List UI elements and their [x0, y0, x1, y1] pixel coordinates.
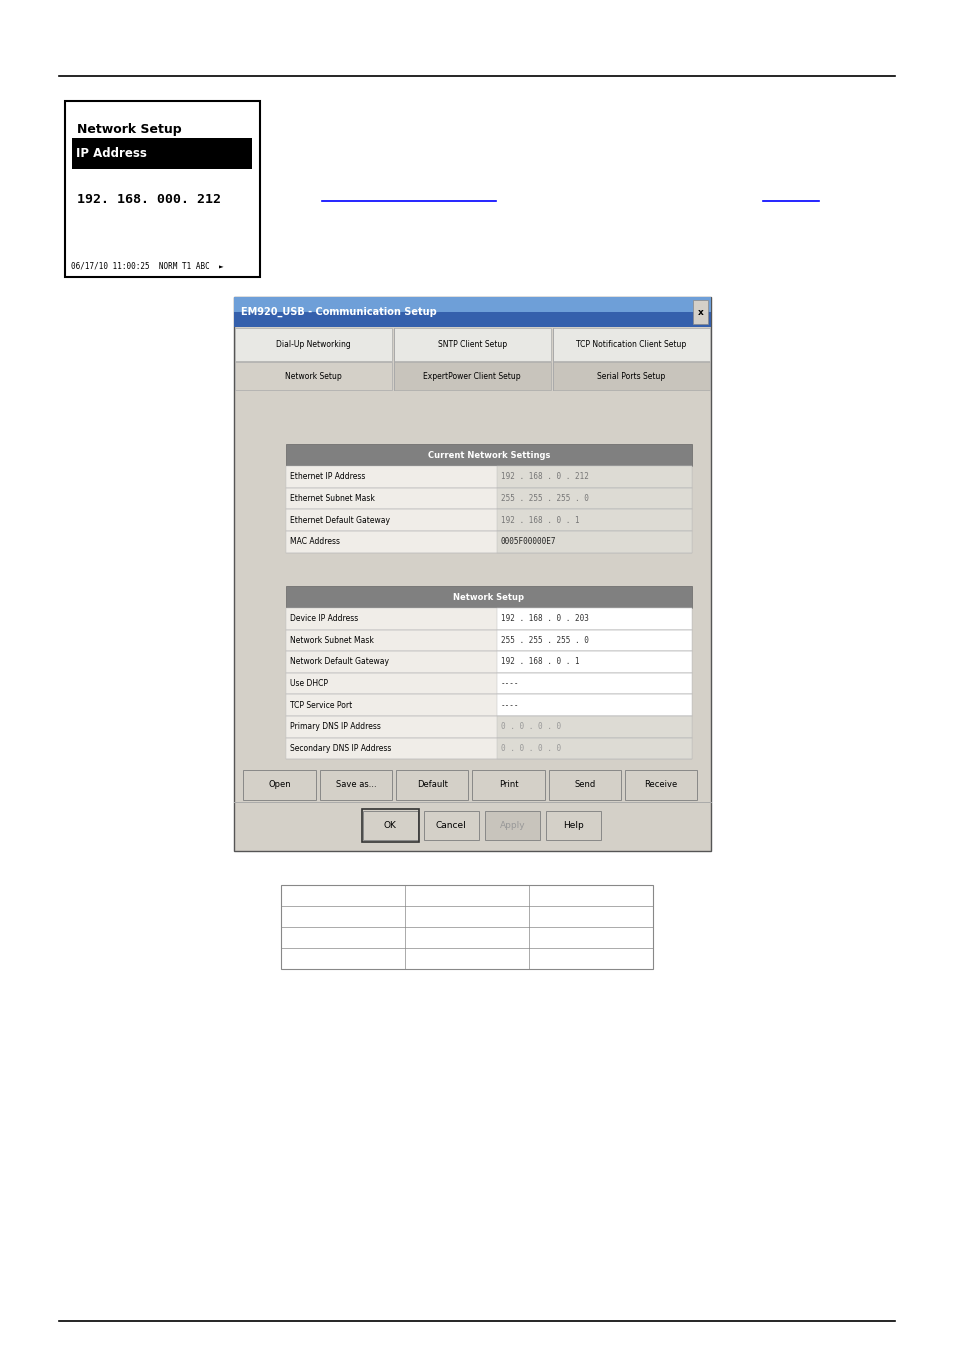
Bar: [552, 328, 709, 361]
Bar: [472, 770, 544, 800]
Text: EM920_USB - Communication Setup: EM920_USB - Communication Setup: [241, 307, 436, 317]
Bar: [394, 362, 550, 390]
Bar: [233, 297, 710, 851]
Text: Open: Open: [268, 781, 291, 789]
Text: Default: Default: [416, 781, 447, 789]
Text: 192 . 168 . 0 . 203: 192 . 168 . 0 . 203: [500, 615, 588, 623]
Bar: [548, 770, 620, 800]
Text: 255 . 255 . 255 . 0: 255 . 255 . 255 . 0: [500, 636, 588, 644]
Bar: [394, 328, 550, 361]
Bar: [497, 488, 691, 509]
Bar: [497, 716, 691, 738]
Text: 192. 168. 000. 212: 192. 168. 000. 212: [77, 193, 221, 207]
Text: Dial-Up Networking: Dial-Up Networking: [275, 340, 351, 349]
Text: IP Address: IP Address: [76, 147, 147, 159]
Bar: [286, 488, 691, 509]
Text: 0 . 0 . 0 . 0: 0 . 0 . 0 . 0: [500, 723, 560, 731]
Text: Apply: Apply: [499, 821, 524, 830]
Text: Print: Print: [498, 781, 517, 789]
Bar: [497, 651, 691, 673]
Bar: [497, 509, 691, 531]
Text: Device IP Address: Device IP Address: [290, 615, 358, 623]
Bar: [319, 770, 392, 800]
Bar: [286, 586, 691, 608]
Bar: [286, 673, 691, 694]
Bar: [497, 694, 691, 716]
Bar: [286, 651, 691, 673]
Bar: [497, 531, 691, 553]
Bar: [497, 608, 691, 630]
Bar: [423, 811, 478, 840]
Text: Send: Send: [574, 781, 595, 789]
Bar: [281, 885, 653, 969]
Text: 192 . 168 . 0 . 1: 192 . 168 . 0 . 1: [500, 516, 578, 524]
Bar: [233, 297, 710, 312]
Bar: [243, 770, 315, 800]
Text: Network Subnet Mask: Network Subnet Mask: [290, 636, 374, 644]
Text: Primary DNS IP Address: Primary DNS IP Address: [290, 723, 380, 731]
Bar: [624, 770, 697, 800]
Text: Cancel: Cancel: [436, 821, 466, 830]
Bar: [286, 531, 691, 553]
Bar: [286, 608, 691, 630]
Bar: [395, 770, 468, 800]
Text: Ethernet Subnet Mask: Ethernet Subnet Mask: [290, 494, 375, 503]
Bar: [65, 101, 260, 277]
Bar: [234, 362, 392, 390]
Bar: [286, 466, 691, 488]
Text: ExpertPower Client Setup: ExpertPower Client Setup: [423, 372, 520, 381]
Bar: [497, 466, 691, 488]
Bar: [286, 444, 691, 466]
Bar: [286, 694, 691, 716]
Bar: [71, 138, 252, 169]
Bar: [545, 811, 600, 840]
Text: ----: ----: [500, 701, 518, 709]
Text: Ethernet Default Gateway: Ethernet Default Gateway: [290, 516, 390, 524]
Bar: [692, 300, 707, 324]
Text: Receive: Receive: [644, 781, 677, 789]
Text: Network Setup: Network Setup: [77, 123, 182, 136]
Text: Help: Help: [562, 821, 583, 830]
Text: Ethernet IP Address: Ethernet IP Address: [290, 473, 365, 481]
Bar: [497, 630, 691, 651]
Bar: [286, 630, 691, 651]
Text: TCP Notification Client Setup: TCP Notification Client Setup: [576, 340, 685, 349]
Text: SNTP Client Setup: SNTP Client Setup: [437, 340, 506, 349]
Text: x: x: [697, 308, 702, 316]
Bar: [234, 328, 392, 361]
Bar: [286, 716, 691, 738]
Text: Network Setup: Network Setup: [285, 372, 341, 381]
Text: Secondary DNS IP Address: Secondary DNS IP Address: [290, 744, 391, 753]
Text: ----: ----: [500, 680, 518, 688]
Bar: [552, 362, 709, 390]
Bar: [286, 509, 691, 531]
Text: Current Network Settings: Current Network Settings: [427, 451, 550, 459]
Text: 192 . 168 . 0 . 1: 192 . 168 . 0 . 1: [500, 658, 578, 666]
Text: 0 . 0 . 0 . 0: 0 . 0 . 0 . 0: [500, 744, 560, 753]
Text: 0005F00000E7: 0005F00000E7: [500, 538, 556, 546]
Bar: [233, 312, 710, 327]
Text: Save as...: Save as...: [335, 781, 375, 789]
Text: OK: OK: [383, 821, 396, 830]
Text: Network Setup: Network Setup: [453, 593, 524, 601]
Bar: [362, 811, 417, 840]
Text: 255 . 255 . 255 . 0: 255 . 255 . 255 . 0: [500, 494, 588, 503]
Text: Serial Ports Setup: Serial Ports Setup: [597, 372, 664, 381]
Text: MAC Address: MAC Address: [290, 538, 339, 546]
Bar: [497, 673, 691, 694]
Bar: [484, 811, 539, 840]
Bar: [497, 738, 691, 759]
Bar: [361, 809, 418, 842]
Text: 06/17/10 11:00:25  NORM T1 ABC  ►: 06/17/10 11:00:25 NORM T1 ABC ►: [71, 261, 223, 270]
Bar: [286, 738, 691, 759]
Text: 192 . 168 . 0 . 212: 192 . 168 . 0 . 212: [500, 473, 588, 481]
Text: Use DHCP: Use DHCP: [290, 680, 328, 688]
Text: TCP Service Port: TCP Service Port: [290, 701, 352, 709]
Text: Network Default Gateway: Network Default Gateway: [290, 658, 389, 666]
